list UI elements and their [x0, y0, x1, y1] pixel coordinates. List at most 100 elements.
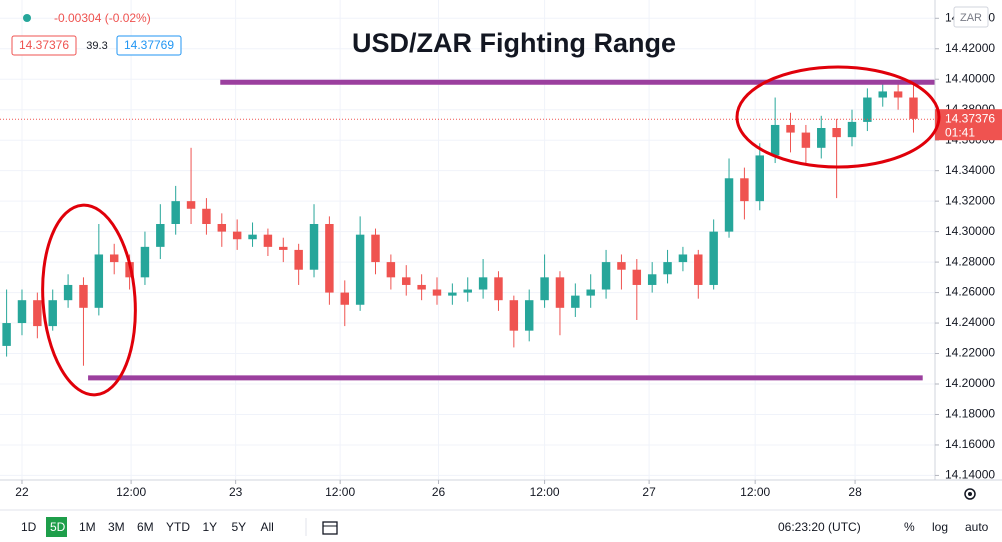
settings-icon[interactable]: [964, 488, 976, 500]
y-tick-label: 14.40000: [945, 71, 995, 85]
candle-body: [79, 284, 88, 308]
candle-body: [355, 234, 365, 305]
x-tick-label: 22: [15, 485, 29, 499]
candle-body: [294, 249, 303, 270]
candle-body: [386, 262, 396, 278]
y-tick-label: 14.22000: [945, 346, 995, 360]
candle-body: [832, 128, 841, 138]
candle-body: [2, 323, 11, 346]
currency-box[interactable]: [953, 6, 989, 28]
change: -0.00304 (-0.02%): [54, 11, 151, 25]
range-button[interactable]: All: [261, 520, 274, 534]
candle-body: [847, 121, 857, 138]
annotation-ellipse: [735, 65, 941, 169]
candle-body: [156, 224, 165, 247]
x-tick-label: 12:00: [530, 485, 560, 499]
candle-body: [463, 289, 472, 293]
candle-body: [417, 284, 426, 290]
candle-body: [279, 246, 288, 250]
candle-body: [109, 254, 119, 263]
y-tick-label: 14.30000: [945, 224, 995, 238]
candle-body: [232, 231, 242, 240]
candle-body: [263, 234, 273, 247]
candle-body: [494, 277, 503, 301]
candle-body: [371, 234, 380, 263]
candle-body: [694, 254, 703, 285]
status-dot: [23, 14, 31, 22]
candle-body: [448, 292, 457, 296]
x-tick-label: 12:00: [740, 485, 770, 499]
candle-body: [248, 234, 257, 240]
candle-body: [647, 274, 657, 285]
option-button[interactable]: log: [932, 520, 948, 534]
candle-body: [663, 262, 672, 275]
x-tick-label: 27: [642, 485, 656, 499]
candle-body: [740, 178, 749, 202]
bid-box[interactable]: [11, 35, 77, 56]
candle-body: [125, 262, 134, 278]
time: 06:23:20 (UTC): [778, 520, 861, 534]
range-button[interactable]: 5D: [50, 520, 66, 534]
candle-body: [755, 155, 765, 202]
candle-body: [17, 300, 27, 324]
date-range-icon[interactable]: [322, 521, 338, 535]
range-button[interactable]: 6M: [137, 520, 154, 534]
candle-body: [801, 132, 811, 148]
x-tick-label: 12:00: [325, 485, 355, 499]
candle-body: [217, 224, 227, 232]
countdown: 01:41: [945, 125, 975, 139]
ask-box[interactable]: [116, 35, 182, 56]
candle-body: [770, 124, 780, 156]
x-tick-label: 23: [229, 485, 243, 499]
y-tick-label: 14.14000: [945, 468, 995, 482]
candle-body: [202, 208, 211, 224]
candle-body: [817, 128, 826, 148]
grid: [0, 0, 935, 480]
candle-body: [309, 224, 319, 270]
candle-body: [432, 289, 442, 296]
candle-body: [617, 262, 626, 270]
candle-body: [325, 224, 334, 293]
range-button[interactable]: 1Y: [203, 520, 218, 534]
candle-body: [540, 277, 549, 301]
range-button[interactable]: 5Y: [232, 520, 247, 534]
candle-body: [478, 277, 488, 290]
candle-body: [171, 201, 180, 224]
x-tick-label: 26: [432, 485, 446, 499]
candle-body: [724, 178, 734, 232]
candle-body: [140, 246, 150, 278]
range-button[interactable]: YTD: [166, 520, 190, 534]
currency[interactable]: ZAR: [960, 12, 982, 24]
y-tick-label: 14.42000: [945, 41, 995, 55]
range-button[interactable]: 1D: [21, 520, 37, 534]
range-button[interactable]: 3M: [108, 520, 125, 534]
candle-body: [601, 262, 611, 290]
candle-body: [571, 295, 580, 308]
y-tick-label: 14.16000: [945, 437, 995, 451]
range-button[interactable]: 1M: [79, 520, 96, 534]
toolbar: 1D 5D 1M 3M 6M YTD 1Y 5Y All 06:23:20 (UTC)% log au…: [21, 517, 989, 537]
active-range-bg[interactable]: [46, 517, 67, 537]
candle-body: [340, 292, 349, 305]
last-price-box: [935, 109, 1002, 141]
y-tick-label: 14.18000: [945, 407, 995, 421]
ask[interactable]: 14.37769: [124, 38, 174, 52]
spread: 39.3: [86, 40, 107, 52]
candle-body: [555, 277, 565, 308]
last-price-label: 14.37376: [945, 111, 995, 125]
candle-body: [524, 300, 534, 331]
candle-body: [48, 300, 57, 327]
bid[interactable]: 14.37376: [19, 38, 69, 52]
candle-body: [33, 300, 42, 327]
axes: 14.14000 14.16000 14.18000 14.20000 14.22000…: [15, 10, 1002, 499]
y-tick-label: 14.34000: [945, 163, 995, 177]
candle-body: [709, 231, 718, 285]
plot: [0, 79, 935, 381]
candle-body: [786, 124, 795, 133]
candle-body: [586, 289, 595, 296]
option-button[interactable]: %: [904, 520, 915, 534]
candle-body: [402, 277, 411, 285]
option-button[interactable]: auto: [965, 520, 989, 534]
